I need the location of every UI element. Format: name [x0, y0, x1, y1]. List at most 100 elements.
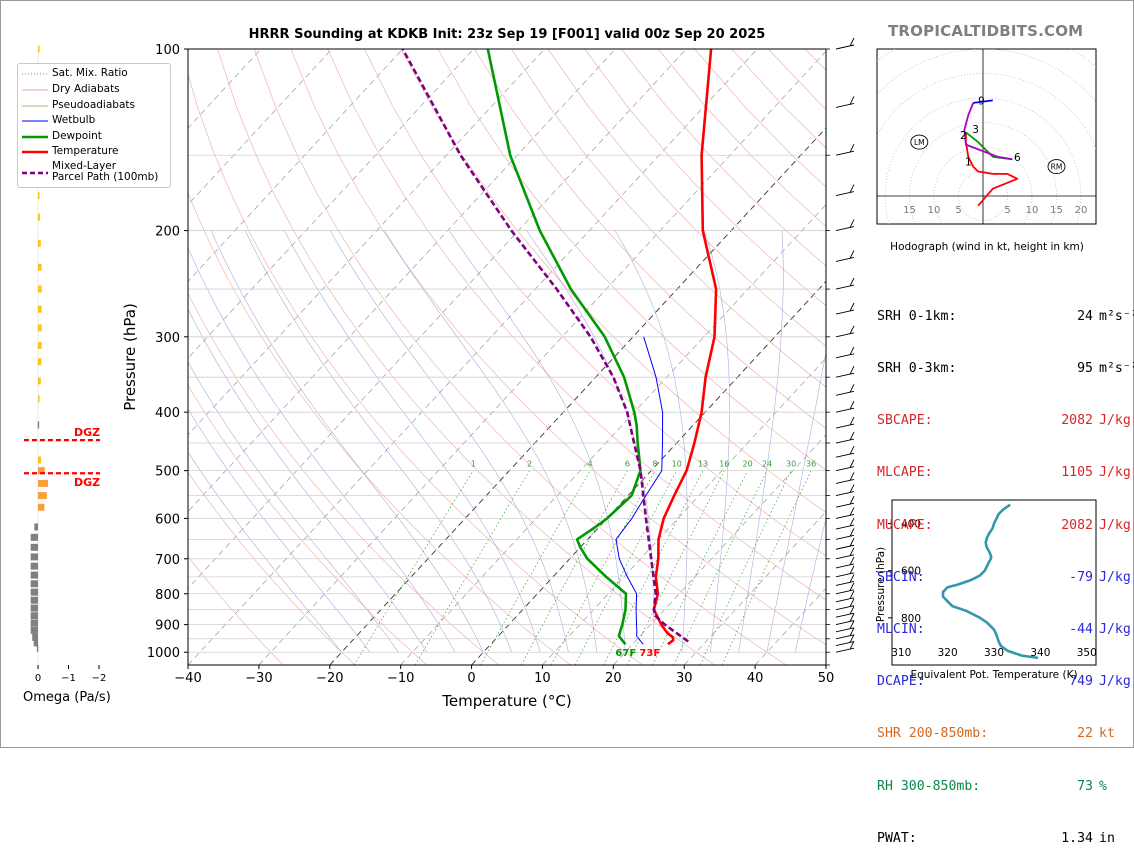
pseudoadiabat	[284, 231, 540, 653]
wind-barb	[836, 507, 854, 518]
stat-value: -44	[1001, 621, 1093, 638]
omega-tick-label: −1	[61, 673, 76, 684]
wind-barb	[836, 250, 854, 261]
omega-bar	[31, 572, 38, 579]
y-tick-label: 200	[155, 225, 180, 240]
legend-item-temperature: Temperature	[52, 145, 119, 157]
storm-motion-label: RM	[1051, 163, 1063, 172]
stat-value: 1.34	[1001, 830, 1093, 847]
series-line-temperature	[654, 49, 716, 644]
omega-bar	[31, 563, 38, 570]
omega-bar	[38, 286, 42, 293]
legend-item-dewpoint: Dewpoint	[52, 130, 102, 142]
pseudoadiabat	[106, 231, 370, 653]
dgz-label: DGZ	[74, 476, 100, 489]
hodograph-height-label: 2	[960, 130, 967, 142]
hodograph-ring-label: 5	[955, 205, 961, 216]
mixing-ratio-line	[521, 471, 627, 665]
omega-bar	[31, 620, 38, 627]
stat-label: SBCIN:	[877, 569, 1001, 586]
stat-unit: kt	[1093, 725, 1115, 742]
x-tick-label: −20	[316, 671, 343, 686]
wind-barb	[836, 472, 854, 483]
wind-barb	[836, 144, 854, 155]
stat-value: 24	[1001, 308, 1093, 325]
stat-unit: in	[1093, 830, 1115, 847]
mixing-ratio-line	[653, 471, 748, 665]
surface-temp-label: 73F	[639, 648, 660, 659]
mixing-ratio-label: 2	[527, 460, 532, 469]
isotherm-line	[259, 49, 828, 665]
legend-swatches	[20, 66, 50, 186]
omega-tick-label: 0	[35, 673, 41, 684]
legend-item-parcel-sub: Parcel Path (100mb)	[52, 171, 158, 183]
stat-unit: J/kg	[1093, 464, 1131, 481]
omega-bar	[31, 553, 38, 560]
omega-bar	[31, 597, 38, 604]
omega-bar	[31, 605, 38, 612]
mixing-ratio-label: 36	[806, 460, 816, 469]
x-tick-label: 40	[747, 671, 764, 686]
wind-barb	[836, 366, 854, 377]
y-tick-label: 900	[155, 619, 180, 634]
y-tick-label: 700	[155, 553, 180, 568]
omega-bar	[38, 46, 40, 53]
wind-barb	[836, 185, 854, 196]
pseudoadiabat	[739, 231, 784, 653]
stat-label: MLCIN:	[877, 621, 1001, 638]
stat-label: SBCAPE:	[877, 412, 1001, 429]
mixing-ratio-label: 4	[587, 460, 592, 469]
series-line-dewpoint	[488, 49, 641, 644]
hodograph-height-label: 1	[965, 157, 972, 169]
mixing-ratio-label: 6	[625, 460, 630, 469]
omega-tick-label: −2	[92, 673, 107, 684]
stat-value: 749	[1001, 673, 1093, 690]
series-line-parcel	[403, 49, 689, 642]
hodograph-ring-label: 5	[1004, 205, 1010, 216]
pseudoadiabat	[384, 231, 596, 653]
hodograph-frame	[877, 49, 1096, 224]
stat-unit: m²s⁻²	[1093, 360, 1134, 377]
mixing-ratio-label: 20	[743, 460, 753, 469]
omega-bar	[38, 342, 42, 349]
omega-bar	[38, 504, 44, 511]
stat-label: SRH 0-3km:	[877, 360, 1001, 377]
y-axis-label: Pressure (hPa)	[121, 303, 139, 411]
legend-item-wetbulb: Wetbulb	[52, 114, 95, 126]
wind-barb	[836, 599, 854, 610]
pseudoadiabat	[245, 231, 512, 653]
stat-label: SRH 0-1km:	[877, 308, 1001, 325]
mixing-ratio-label: 1	[471, 460, 476, 469]
stat-value: 2082	[1001, 412, 1093, 429]
omega-axis-label: Omega (Pa/s)	[23, 690, 111, 705]
x-tick-label: 20	[605, 671, 622, 686]
stat-label: MUCAPE:	[877, 517, 1001, 534]
y-tick-label: 300	[155, 331, 180, 346]
omega-bar	[38, 192, 40, 199]
wind-barb	[836, 635, 854, 646]
omega-bar	[38, 377, 41, 384]
y-tick-label: 400	[155, 406, 180, 421]
isotherm-line	[188, 49, 757, 665]
wind-barb	[836, 38, 854, 49]
stat-label: DCAPE:	[877, 673, 1001, 690]
wind-barb	[836, 220, 854, 231]
x-tick-label: 30	[676, 671, 693, 686]
legend-item-dry-adiabats: Dry Adiabats	[52, 83, 120, 95]
hodograph-ring-label: 20	[1075, 205, 1088, 216]
omega-bar	[38, 421, 40, 428]
stat-value: 95	[1001, 360, 1093, 377]
stat-unit: J/kg	[1093, 517, 1131, 534]
x-tick-label: 10	[534, 671, 551, 686]
omega-bar	[31, 627, 38, 634]
mixing-ratio-label: 13	[698, 460, 708, 469]
pseudoadiabat	[767, 231, 845, 653]
wind-barb	[836, 485, 854, 496]
hodograph-ring-label: 10	[1026, 205, 1039, 216]
